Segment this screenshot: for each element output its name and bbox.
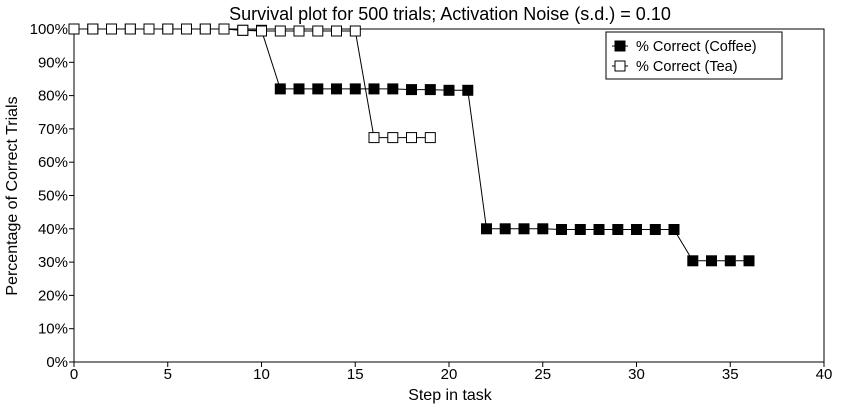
data-point-coffee [481,223,492,235]
data-point-coffee [349,83,361,95]
y-tick-label: 20% [38,287,68,304]
data-point-coffee [593,224,605,235]
data-point-tea [181,23,192,35]
y-tick-label: 0% [46,354,68,371]
data-point-coffee [631,224,642,235]
data-point-tea [124,23,136,35]
data-point-coffee [331,83,342,95]
data-point-coffee [499,223,511,235]
y-tick-label: 10% [38,321,68,338]
x-tick-label: 10 [253,366,270,383]
x-axis-title: Step in task [408,387,493,404]
axes: 0 5 10 15 20 25 30 35 40 0% 10% 20% 30% 40% 50% 60% 70% 8… [30,21,833,383]
y-tick-label: 90% [38,54,68,71]
plot-area [73,28,825,363]
data-point-coffee [668,224,680,235]
x-tick-label: 20 [441,366,458,383]
data-point-coffee [724,255,736,267]
data-point-coffee [424,84,436,96]
data-point-tea [106,23,117,35]
data-point-tea [256,25,267,37]
y-tick-label: 60% [38,154,68,171]
data-point-tea [293,25,305,37]
data-point-coffee [387,83,399,95]
x-tick-label: 25 [534,366,551,383]
data-point-tea [274,25,286,37]
legend-tea-marker [614,60,626,72]
y-axis-title: Percentage of Correct Trials [4,96,21,295]
y-tick-label: 70% [38,121,68,138]
data-point-tea [68,23,80,35]
data-point-tea [218,23,230,35]
data-point-tea [312,25,324,37]
y-tick-label: 80% [38,88,68,105]
y-tick-label: 100% [30,21,68,38]
data-point-tea [368,132,380,144]
data-point-coffee [443,84,455,96]
data-point-coffee [537,223,549,235]
y-tick-label: 40% [38,221,68,238]
data-point-coffee [706,255,717,267]
data-point-coffee [574,224,586,235]
y-tick-label: 30% [38,254,68,271]
data-point-coffee [274,83,286,95]
chart-title: Survival plot for 500 trials; Activation… [229,4,671,24]
data-point-tea [331,25,342,37]
data-point-coffee [687,255,699,267]
data-point-coffee [649,224,661,235]
x-tick-label: 40 [816,366,833,383]
data-point-coffee [518,223,530,235]
data-point-coffee [556,224,567,235]
data-point-coffee [368,83,380,95]
data-point-tea [237,24,249,36]
legend-box [605,31,783,80]
x-tick-label: 5 [164,366,172,383]
data-point-tea [162,23,174,35]
data-point-coffee [612,224,624,235]
data-point-coffee [293,83,305,95]
data-point-tea [87,23,99,35]
data-point-tea [406,132,417,144]
data-point-tea [349,25,361,37]
x-tick-label: 0 [70,366,78,383]
data-point-tea [387,132,399,144]
data-series [68,23,755,267]
legend-coffee-marker [614,40,626,52]
x-tick-label: 15 [347,366,364,383]
data-point-coffee [406,84,417,96]
x-tick-label: 35 [722,366,739,383]
data-point-tea [143,23,155,35]
x-tick-label: 30 [628,366,645,383]
data-point-tea [424,132,436,144]
data-point-coffee [462,84,474,96]
legend-tea-label: % Correct (Tea) [636,59,738,75]
y-tick-label: 50% [38,188,68,205]
data-point-coffee [312,83,324,95]
legend: % Correct (Coffee) % Correct (Tea) [605,31,783,80]
data-point-tea [199,23,211,35]
legend-coffee-label: % Correct (Coffee) [636,39,757,55]
data-point-coffee [743,255,755,267]
